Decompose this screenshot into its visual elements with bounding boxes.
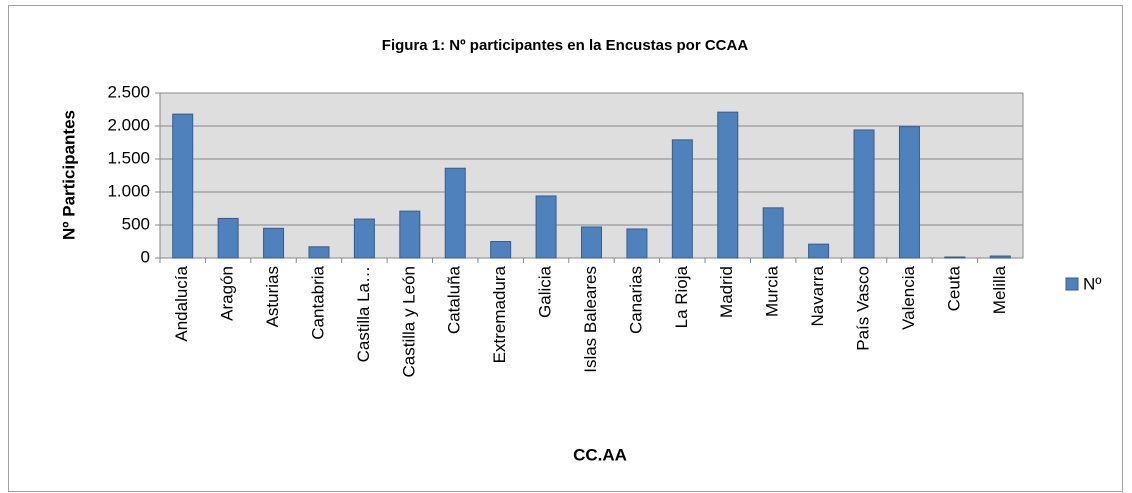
x-tick-label: Canarias: [626, 266, 645, 334]
bar: [944, 256, 966, 259]
y-tick-label: 0: [141, 247, 150, 266]
bar: [535, 195, 557, 259]
bar: [898, 126, 920, 259]
bar: [581, 226, 602, 259]
x-tick-label: Cataluña: [445, 265, 464, 334]
bar: [444, 167, 466, 259]
y-tick-label: 500: [122, 214, 150, 233]
bar: [762, 207, 784, 259]
bar: [399, 210, 421, 259]
x-tick-label: Andalucía: [172, 265, 191, 341]
x-tick-label: Madrid: [717, 266, 736, 318]
x-tick-label: Aragón: [218, 266, 237, 321]
x-tick-label: Navarra: [808, 265, 827, 326]
bar: [353, 218, 375, 259]
legend-label: Nº: [1083, 274, 1102, 293]
x-tick-label: Galicia: [536, 265, 555, 318]
x-tick-label: Asturias: [263, 266, 282, 327]
x-tick-label: Murcia: [763, 265, 782, 317]
x-tick-label: La Rioja: [672, 265, 691, 328]
y-tick-label: 1.000: [107, 181, 150, 200]
bar: [490, 241, 512, 259]
bar: [217, 217, 239, 259]
bar: [989, 255, 1011, 259]
bar: [808, 243, 830, 259]
bar: [626, 228, 648, 259]
chart-title: Figura 1: Nº participantes en la Encusta…: [382, 37, 749, 54]
x-tick-label: Melilla: [990, 265, 1009, 314]
x-tick-label: Valencia: [899, 265, 918, 329]
x-tick-label: Islas Baleares: [581, 266, 600, 373]
legend-swatch: [1065, 277, 1079, 291]
y-tick-label: 2.500: [107, 82, 150, 101]
x-tick-label: Extremadura: [490, 265, 509, 363]
x-tick-label: Ceuta: [944, 265, 963, 311]
bar: [671, 139, 693, 259]
x-tick-label: Castilla La…: [354, 266, 373, 362]
y-tick-label: 2.000: [107, 115, 150, 134]
bar: [308, 246, 330, 259]
bar: [717, 111, 739, 259]
x-tick-label: Castilla y León: [399, 266, 418, 378]
x-axis-title: CC.AA: [573, 445, 627, 464]
y-axis-title: Nº Participantes: [59, 110, 78, 240]
bar: [263, 227, 285, 259]
x-tick-label: Cantabria: [308, 265, 327, 339]
bar: [172, 113, 194, 259]
x-tick-label: País Vasco: [854, 266, 873, 351]
bar: [853, 129, 875, 259]
y-tick-label: 1.500: [107, 148, 150, 167]
